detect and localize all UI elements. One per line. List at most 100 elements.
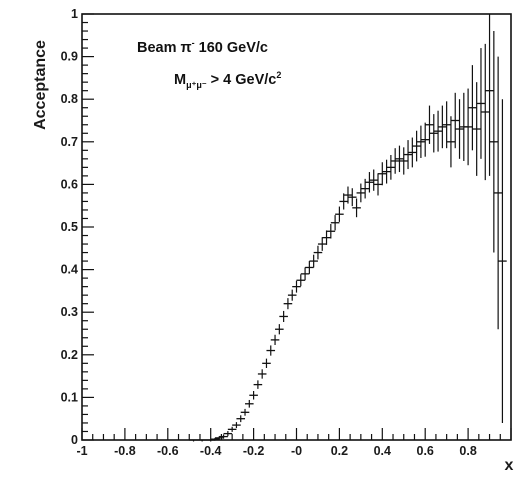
- x-tick-label: -0.8: [114, 444, 136, 458]
- data-point: [343, 186, 353, 204]
- x-tick-label: -1: [76, 444, 87, 458]
- x-tick-label: -0: [291, 444, 302, 458]
- x-tick-label: 0.8: [459, 444, 476, 458]
- data-point: [305, 261, 314, 274]
- y-tick-label: 0.5: [61, 220, 78, 234]
- x-tick-label: 0.4: [374, 444, 391, 458]
- data-point: [197, 439, 207, 442]
- data-point: [232, 422, 241, 429]
- y-tick-label: 0.3: [61, 305, 78, 319]
- data-point: [425, 105, 434, 144]
- data-point: [223, 431, 233, 437]
- data-point: [446, 116, 456, 168]
- data-point: [283, 298, 293, 310]
- data-point: [390, 148, 400, 174]
- data-point: [455, 99, 464, 159]
- data-point: [463, 88, 473, 166]
- data-point: [330, 215, 340, 231]
- data-point: [352, 198, 361, 218]
- data-point: [378, 162, 387, 186]
- y-tick-label: 0: [71, 433, 78, 447]
- data-point: [253, 380, 263, 389]
- data-point: [395, 145, 404, 173]
- y-tick-label: 0.7: [61, 135, 78, 149]
- beam-suffix: 160 GeV/c: [195, 40, 268, 56]
- y-tick-label: 0.9: [61, 50, 78, 64]
- data-point: [403, 140, 413, 170]
- x-tick-label: -0.4: [200, 444, 222, 458]
- data-point: [442, 101, 451, 149]
- y-tick-label: 0.4: [61, 263, 78, 277]
- y-tick-label: 0.2: [61, 348, 78, 362]
- data-point: [275, 324, 284, 335]
- data-point: [450, 92, 460, 149]
- data-point: [335, 206, 344, 222]
- y-tick-label: 0.1: [61, 390, 78, 404]
- data-point: [485, 14, 494, 176]
- data-point: [416, 125, 426, 158]
- data-point: [438, 105, 447, 149]
- data-point: [420, 122, 430, 157]
- data-point: [498, 99, 507, 423]
- data-point: [386, 155, 396, 180]
- mass-prefix: M: [174, 72, 186, 88]
- y-axis-title: Acceptance: [32, 40, 49, 130]
- mass-cut: > 4 GeV/c: [207, 72, 277, 88]
- data-point: [326, 224, 336, 239]
- data-point: [309, 254, 318, 268]
- data-point: [480, 43, 490, 181]
- data-point: [240, 408, 250, 416]
- data-point: [206, 439, 215, 442]
- beam-prefix: Beam: [137, 40, 181, 56]
- data-point: [227, 426, 237, 432]
- data-point: [373, 173, 383, 196]
- data-point: [236, 415, 246, 423]
- x-tick-label: 0.6: [417, 444, 434, 458]
- data-point: [339, 193, 348, 210]
- data-point: [489, 31, 499, 253]
- data-point: [189, 439, 198, 442]
- data-point: [279, 310, 288, 322]
- data-point: [382, 159, 391, 184]
- y-tick-label: 0.8: [61, 92, 78, 106]
- data-point: [408, 137, 417, 168]
- data-point: [317, 237, 327, 251]
- axis-tick-labels: -1 -0.8 -0.6 -0.4 -0.2 -0 0.2 0.4 0.6 0.800.10.20…: [61, 7, 477, 458]
- data-point: [369, 169, 379, 191]
- data-point: [219, 434, 228, 439]
- data-point: [292, 280, 301, 293]
- data-point: [270, 334, 280, 346]
- data-point: [493, 56, 503, 330]
- axis-ticks: [81, 13, 512, 441]
- data-point: [287, 289, 297, 301]
- data-point: [472, 82, 481, 176]
- data-point: [429, 114, 439, 153]
- data-point: [412, 130, 421, 162]
- data-point: [347, 188, 357, 207]
- data-point: [399, 147, 409, 175]
- data-point: [322, 230, 331, 245]
- data-point: [257, 369, 267, 379]
- data-point: [313, 245, 323, 260]
- data-point: [468, 65, 477, 151]
- mass-subscript: μ⁺μ⁻: [186, 80, 207, 90]
- data-point: [365, 172, 374, 193]
- data-point: [356, 183, 366, 203]
- data-point: [476, 48, 486, 159]
- data-point: [296, 274, 306, 287]
- x-tick-label: -0.6: [157, 444, 179, 458]
- x-tick-label: -0.2: [243, 444, 265, 458]
- data-point: [433, 110, 443, 152]
- data-point: [300, 267, 310, 281]
- beam-symbol: π: [181, 40, 192, 56]
- data-point: [245, 399, 254, 408]
- y-tick-label: 1: [71, 7, 78, 21]
- data-point: [262, 358, 271, 369]
- x-tick-label: 0.2: [331, 444, 348, 458]
- x-axis-title: x: [505, 457, 514, 474]
- beam-charge: -: [192, 38, 195, 48]
- y-tick-label: 0.6: [61, 177, 78, 191]
- data-point: [266, 345, 276, 356]
